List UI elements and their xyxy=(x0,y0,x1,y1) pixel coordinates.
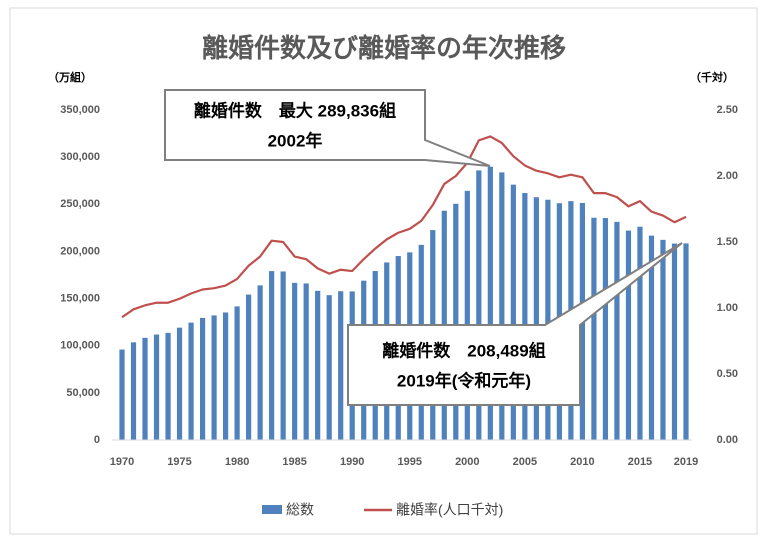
bar xyxy=(142,337,148,440)
bar xyxy=(671,243,678,440)
callout-text: 離婚件数 最大 289,836組 xyxy=(194,100,396,120)
bar xyxy=(188,322,194,440)
bar xyxy=(476,170,482,441)
y-tick-label: 200,000 xyxy=(60,245,100,257)
bar xyxy=(487,166,493,440)
bar xyxy=(211,315,217,440)
bar xyxy=(338,291,344,440)
y-tick-label: 350,000 xyxy=(60,104,100,116)
bar xyxy=(683,243,689,440)
x-tick-label: 1995 xyxy=(398,456,422,468)
bar xyxy=(660,239,666,440)
y-tick-label: 0 xyxy=(94,434,100,446)
bar xyxy=(199,317,206,440)
callout-text: 離婚件数 208,489組 xyxy=(382,340,545,360)
y-tick-label: 50,000 xyxy=(66,387,100,399)
bar xyxy=(648,235,655,440)
bar xyxy=(130,342,137,440)
y2-tick-label: 0.50 xyxy=(717,368,738,380)
bar xyxy=(246,294,252,440)
callout-text: 2019年(令和元年) xyxy=(397,370,531,390)
bar xyxy=(119,349,125,440)
y2-tick-label: 2.50 xyxy=(717,104,738,116)
callout: 離婚件数 208,489組 2019年(令和元年) xyxy=(347,242,683,406)
bar xyxy=(165,332,171,440)
bar xyxy=(499,172,505,441)
x-tick-label: 1985 xyxy=(282,456,306,468)
y-axis-label: （万組） xyxy=(48,70,92,84)
x-tick-label: 1975 xyxy=(167,456,191,468)
bar xyxy=(545,199,551,440)
legend-label: 総数 xyxy=(286,502,314,518)
bar xyxy=(315,290,321,440)
y-tick-label: 150,000 xyxy=(60,292,100,304)
callout-box xyxy=(164,89,491,167)
y2-tick-label: 1.00 xyxy=(717,302,738,314)
bar xyxy=(510,184,516,440)
x-tick-label: 1990 xyxy=(340,456,364,468)
y2-tick-label: 0.00 xyxy=(717,434,738,446)
bar xyxy=(257,285,263,440)
x-tick-label: 1970 xyxy=(110,456,134,468)
bar xyxy=(533,197,539,440)
bar xyxy=(625,230,632,440)
bar xyxy=(153,334,160,440)
y-tick-label: 250,000 xyxy=(60,198,100,210)
bar xyxy=(453,203,459,440)
bar xyxy=(292,282,298,440)
callout-text: 2002年 xyxy=(268,130,323,150)
y-tick-label: 100,000 xyxy=(60,340,100,352)
bar xyxy=(280,271,286,440)
bar xyxy=(522,193,528,440)
bar xyxy=(326,295,332,440)
y2-axis-label: （千対） xyxy=(690,70,734,84)
x-tick-label: 2019 xyxy=(674,456,698,468)
bar xyxy=(176,327,183,440)
x-tick-label: 2015 xyxy=(628,456,652,468)
bar xyxy=(222,312,229,440)
bar xyxy=(614,221,620,440)
y2-tick-label: 2.00 xyxy=(717,170,738,182)
line xyxy=(121,135,687,319)
bar xyxy=(464,190,470,440)
y2-tick-label: 1.50 xyxy=(717,236,738,248)
y-tick-label: 300,000 xyxy=(60,151,100,163)
plot-area: 0 50,000 100,000 150,000 200,000 250,000 300,0… xyxy=(60,104,738,468)
bar xyxy=(637,226,643,440)
bar xyxy=(602,218,609,440)
bar xyxy=(269,271,275,440)
legend-label: 離婚率(人口千対) xyxy=(396,502,503,518)
bar xyxy=(591,217,597,440)
callout: 離婚件数 最大 289,836組 2002年 xyxy=(164,89,491,167)
legend-swatch xyxy=(262,505,282,514)
bar xyxy=(303,283,309,440)
chart-title: 離婚件数及び離婚率の年次推移 xyxy=(202,33,566,63)
x-tick-label: 2005 xyxy=(513,456,537,468)
callout-box xyxy=(347,242,683,406)
x-tick-label: 2000 xyxy=(455,456,479,468)
bar xyxy=(234,306,240,440)
x-tick-label: 2010 xyxy=(570,456,594,468)
x-tick-label: 1980 xyxy=(225,456,249,468)
